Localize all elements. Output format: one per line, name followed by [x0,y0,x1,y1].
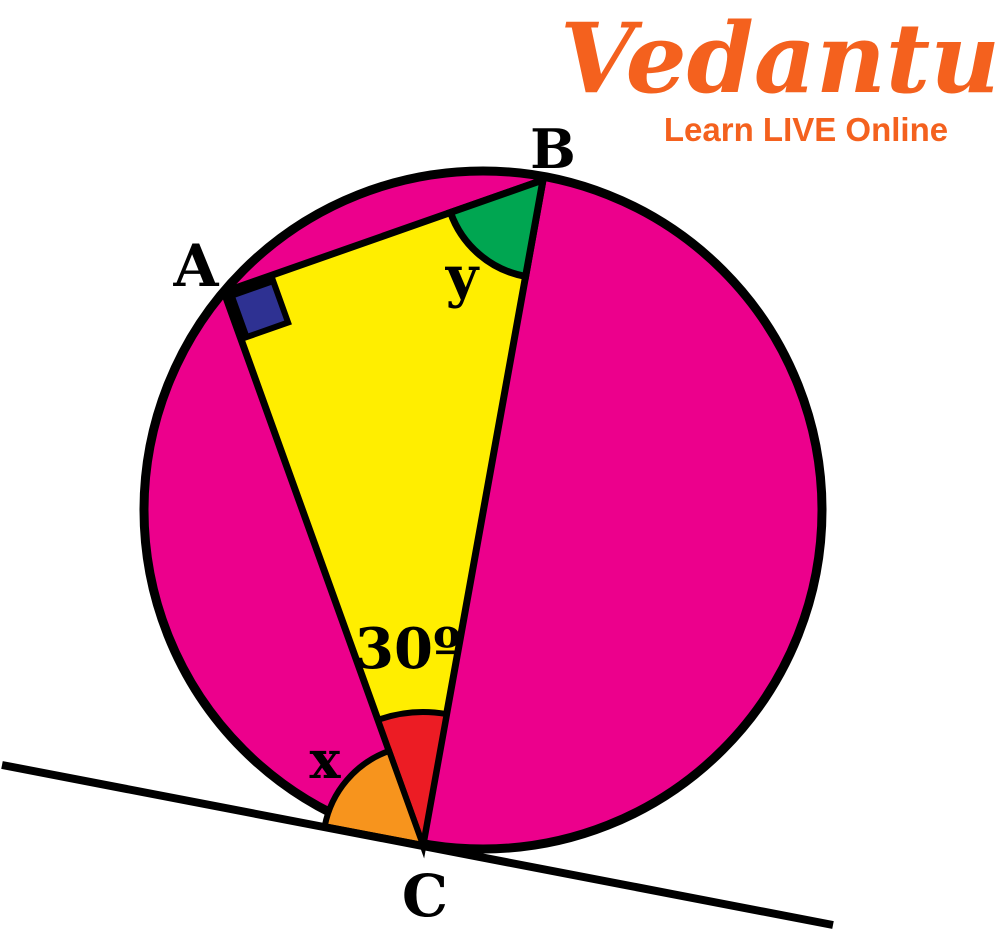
angle-label-y: y [445,244,480,310]
right-angle-marker [227,277,292,341]
angle-x-sector [321,747,428,849]
angle-label-30: 30º [355,616,461,682]
angle-label-x: x [309,730,341,791]
vedantu-tagline: Learn LIVE Online [664,111,948,148]
vedantu-logo: Vedantu [560,2,1000,115]
vertex-label-b: B [530,117,576,181]
vertex-label-a: A [172,232,219,300]
tangent-line [1,761,834,929]
angle-y-sector [446,174,548,281]
vertex-label-c: C [402,862,448,930]
angle-30-sector [374,709,451,857]
triangle-abc [219,174,548,859]
